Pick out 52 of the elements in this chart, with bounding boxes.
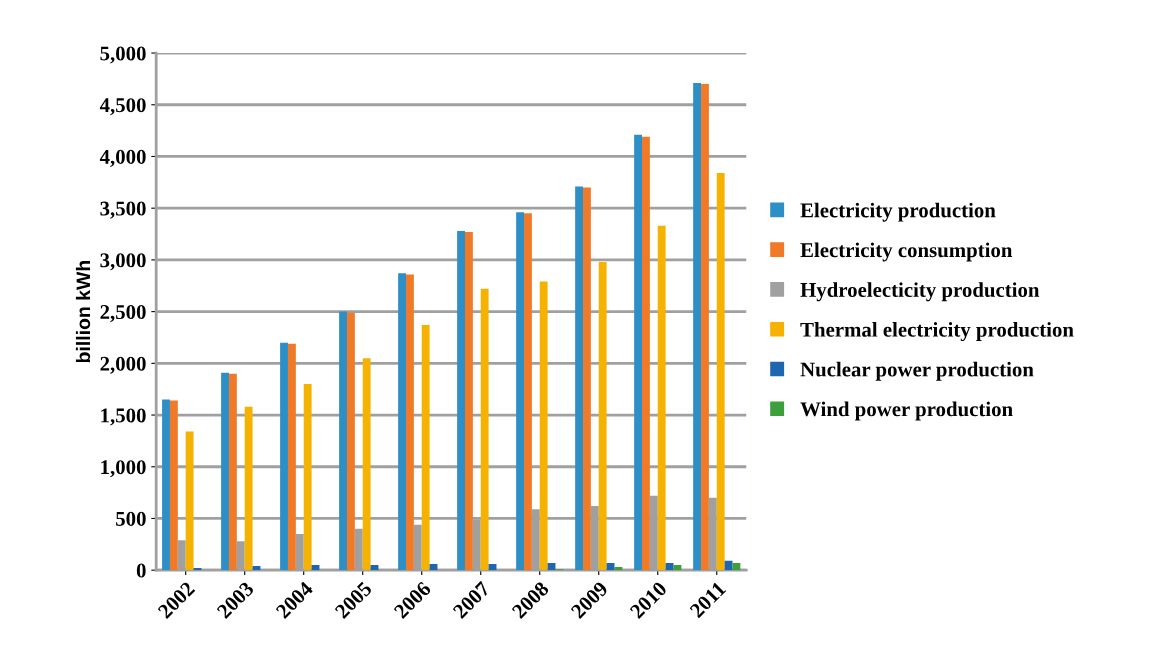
y-tick-label: 2,000 bbox=[100, 356, 146, 374]
y-tick-label: 1,000 bbox=[101, 460, 146, 478]
bar bbox=[583, 187, 591, 571]
bar bbox=[539, 281, 548, 571]
y-tick-label: 3,500 bbox=[100, 201, 146, 219]
legend-label: Hydroelecticity production bbox=[800, 282, 1040, 302]
bar bbox=[185, 431, 194, 571]
bar bbox=[457, 230, 465, 571]
bar bbox=[575, 186, 584, 571]
bar bbox=[362, 358, 371, 571]
y-tick-label: 0 bbox=[136, 563, 146, 578]
y-tick-label: 2,500 bbox=[100, 304, 146, 323]
bar bbox=[716, 173, 725, 571]
bar bbox=[524, 213, 532, 571]
y-tick-label: 3,000 bbox=[100, 253, 146, 271]
bar bbox=[657, 225, 666, 571]
bar bbox=[421, 325, 430, 571]
bar bbox=[244, 406, 253, 571]
bar bbox=[228, 373, 237, 571]
bar bbox=[221, 372, 229, 571]
legend-label: Electricity production bbox=[800, 202, 996, 222]
y-axis-title: billion kWh bbox=[75, 260, 91, 363]
bar bbox=[280, 342, 288, 571]
bar bbox=[634, 134, 643, 571]
bar bbox=[339, 311, 347, 571]
bar bbox=[480, 288, 489, 571]
bar bbox=[303, 384, 312, 571]
bar bbox=[673, 565, 682, 571]
bar bbox=[398, 273, 406, 571]
bar bbox=[162, 399, 170, 571]
x-tick-label: 2011 bbox=[689, 581, 727, 619]
bar bbox=[465, 231, 473, 571]
bar bbox=[642, 136, 650, 571]
y-tick-label: 1,500 bbox=[101, 408, 146, 426]
bar bbox=[693, 83, 702, 571]
legend-label: Wind power production bbox=[800, 401, 1013, 421]
y-tick-label: 4,500 bbox=[99, 98, 146, 116]
bar bbox=[701, 84, 709, 571]
bar bbox=[516, 212, 525, 571]
bar bbox=[169, 400, 178, 571]
bar bbox=[405, 274, 414, 571]
bar bbox=[346, 312, 355, 571]
bar bbox=[598, 261, 607, 571]
legend-label: Electricity consumption bbox=[800, 242, 1013, 262]
legend-label: Nuclear power production bbox=[800, 361, 1034, 381]
bar bbox=[287, 343, 296, 571]
legend-label: Thermal electricity production bbox=[800, 322, 1074, 342]
y-tick-label: 4,000 bbox=[99, 149, 146, 167]
y-tick-label: 500 bbox=[116, 511, 146, 526]
bar bbox=[732, 562, 741, 571]
bar bbox=[614, 567, 623, 571]
y-tick-label: 5,000 bbox=[100, 46, 146, 64]
